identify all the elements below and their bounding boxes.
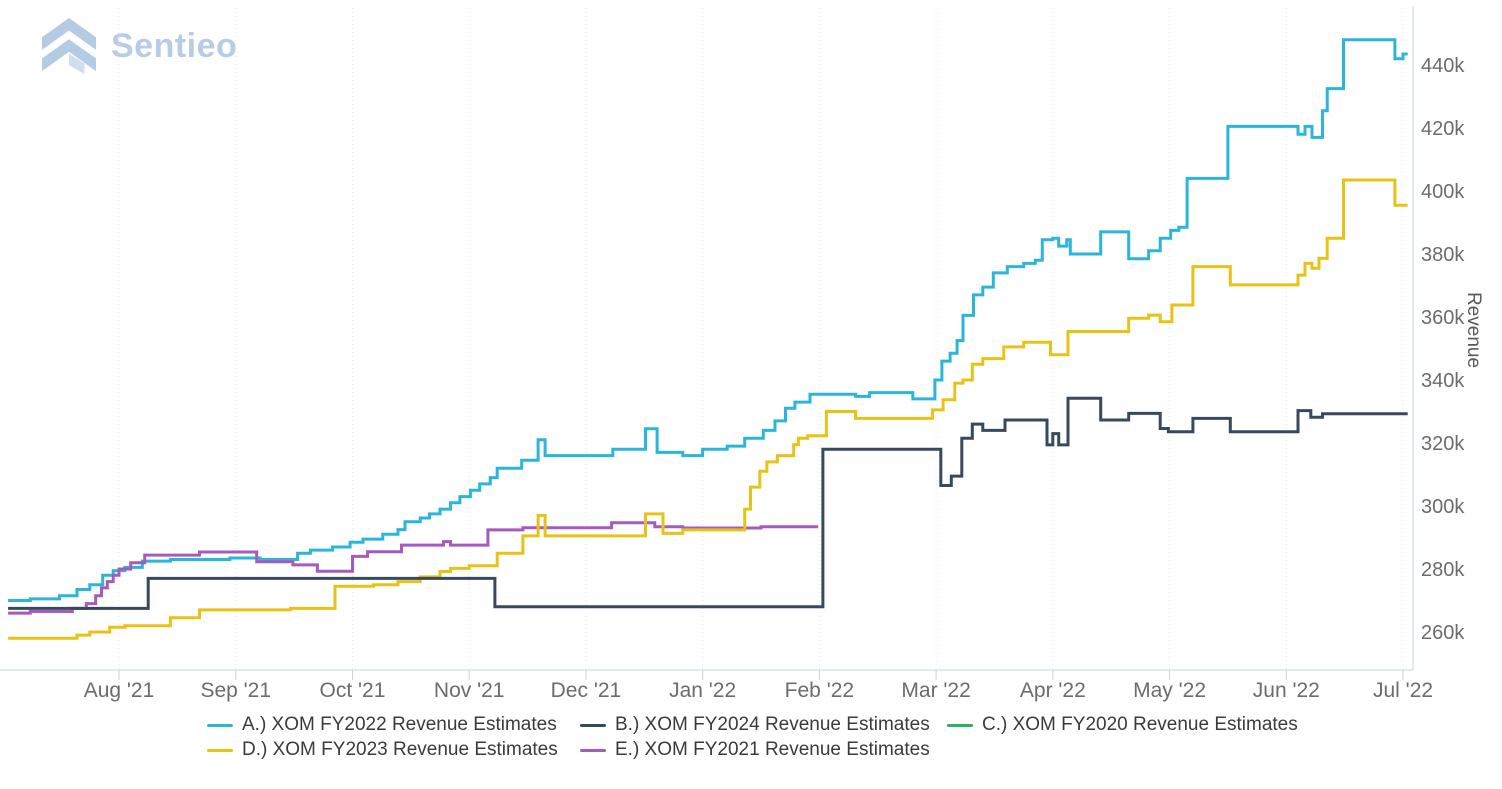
x-tick-label: Oct '21 bbox=[320, 679, 386, 702]
chart-legend: A.) XOM FY2022 Revenue Estimates B.) XOM … bbox=[207, 713, 1307, 762]
legend-item-B[interactable]: B.) XOM FY2024 Revenue Estimates bbox=[580, 713, 947, 737]
legend-label-D: D.) XOM FY2023 Revenue Estimates bbox=[242, 739, 558, 760]
y-tick-label: 340k bbox=[1421, 370, 1465, 392]
legend-label-C: C.) XOM FY2020 Revenue Estimates bbox=[982, 714, 1298, 735]
x-tick-label: Aug '21 bbox=[84, 679, 155, 702]
y-tick-label: 400k bbox=[1421, 181, 1465, 203]
x-tick-label: Sep '21 bbox=[200, 679, 271, 702]
legend-item-A[interactable]: A.) XOM FY2022 Revenue Estimates bbox=[207, 713, 580, 737]
x-tick-label: Jun '22 bbox=[1253, 679, 1320, 702]
y-tick-label: 300k bbox=[1421, 496, 1465, 518]
y-tick-label: 420k bbox=[1421, 118, 1465, 140]
series-line-E bbox=[8, 521, 819, 615]
x-tick-label: Apr '22 bbox=[1020, 679, 1086, 702]
y-axis-title: Revenue bbox=[1463, 292, 1484, 368]
legend-swatch-E bbox=[580, 748, 606, 752]
y-tick-label: 320k bbox=[1421, 433, 1465, 455]
x-tick-label: Feb '22 bbox=[785, 679, 854, 702]
x-tick-label: Mar '22 bbox=[901, 679, 970, 702]
y-tick-label: 360k bbox=[1421, 307, 1465, 329]
legend-item-D[interactable]: D.) XOM FY2023 Revenue Estimates bbox=[207, 738, 580, 762]
sentieo-logo-mark-icon bbox=[41, 18, 97, 74]
x-tick-label: Jan '22 bbox=[669, 679, 736, 702]
legend-swatch-B bbox=[580, 723, 606, 727]
x-tick-label: Dec '21 bbox=[551, 679, 622, 702]
y-tick-label: 440k bbox=[1421, 55, 1465, 77]
sentieo-logo-text: Sentieo bbox=[111, 26, 238, 65]
series-line-B bbox=[8, 396, 1408, 610]
x-tick-label: Jul '22 bbox=[1373, 679, 1433, 702]
legend-item-C[interactable]: C.) XOM FY2020 Revenue Estimates bbox=[947, 713, 1307, 737]
legend-item-E[interactable]: E.) XOM FY2021 Revenue Estimates bbox=[580, 738, 947, 762]
legend-spacer bbox=[947, 738, 1307, 762]
x-tick-label: Nov '21 bbox=[434, 679, 505, 702]
series-line-D bbox=[8, 178, 1408, 640]
sentieo-logo: Sentieo bbox=[40, 18, 237, 74]
legend-swatch-C bbox=[947, 723, 973, 727]
y-tick-label: 280k bbox=[1421, 559, 1465, 581]
legend-label-E: E.) XOM FY2021 Revenue Estimates bbox=[615, 739, 930, 760]
legend-swatch-A bbox=[207, 723, 233, 727]
y-tick-label: 260k bbox=[1421, 622, 1465, 644]
legend-label-B: B.) XOM FY2024 Revenue Estimates bbox=[615, 714, 930, 735]
x-tick-label: May '22 bbox=[1133, 679, 1206, 702]
legend-label-A: A.) XOM FY2022 Revenue Estimates bbox=[242, 714, 557, 735]
y-tick-label: 380k bbox=[1421, 244, 1465, 266]
series-line-A bbox=[8, 38, 1408, 602]
legend-swatch-D bbox=[207, 748, 233, 752]
